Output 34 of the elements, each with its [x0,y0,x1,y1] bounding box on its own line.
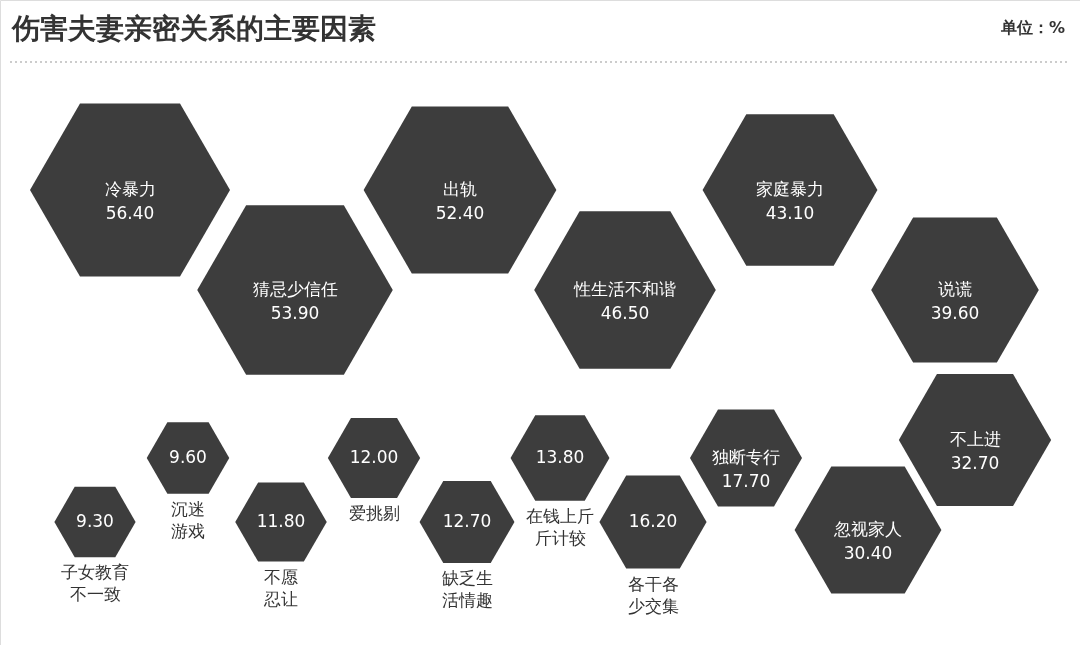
data-label: 53.90 [270,303,320,323]
data-label: 9.60 [169,447,207,467]
category-label: 在钱上斤斤计较 [526,506,594,549]
category-label: 不上进 [949,429,1001,449]
data-label: 11.80 [256,511,306,531]
text: 伤害夫妻亲密关系的主要因素 [11,12,376,45]
data-label: 43.10 [765,203,815,223]
data-label: 17.70 [721,471,771,491]
category-label: 爱挑剔 [348,503,400,524]
category-label: 说谎 [938,279,972,299]
category-label: 出轨 [443,179,477,199]
category-label: 各干各少交集 [627,573,679,616]
data-label: 52.40 [435,203,485,223]
data-label: 32.70 [950,453,1000,473]
data-label: 12.70 [442,511,492,531]
category-label: 家庭暴力 [756,179,824,199]
category-label: 独断专行 [712,447,780,467]
data-label: 30.40 [843,543,893,563]
data-label: 16.20 [628,511,678,531]
category-label: 冷暴力 [104,179,156,199]
category-label: 缺乏生活情趣 [441,568,493,611]
category-label: 沉迷游戏 [171,498,205,541]
category-label: 不愿忍让 [263,566,298,609]
data-label: 13.80 [535,447,585,467]
category-label: 性生活不和谐 [573,279,676,299]
data-label: 56.40 [105,203,155,223]
category-label: 忽视家人 [833,519,902,539]
text: 单位：% [999,18,1065,37]
category-label: 子女教育不一致 [61,562,129,605]
data-label: 46.50 [600,303,650,323]
data-label: 39.60 [930,303,980,323]
data-label: 9.30 [76,511,114,531]
category-label: 猜忌少信任 [252,279,338,299]
data-label: 12.00 [349,447,399,467]
